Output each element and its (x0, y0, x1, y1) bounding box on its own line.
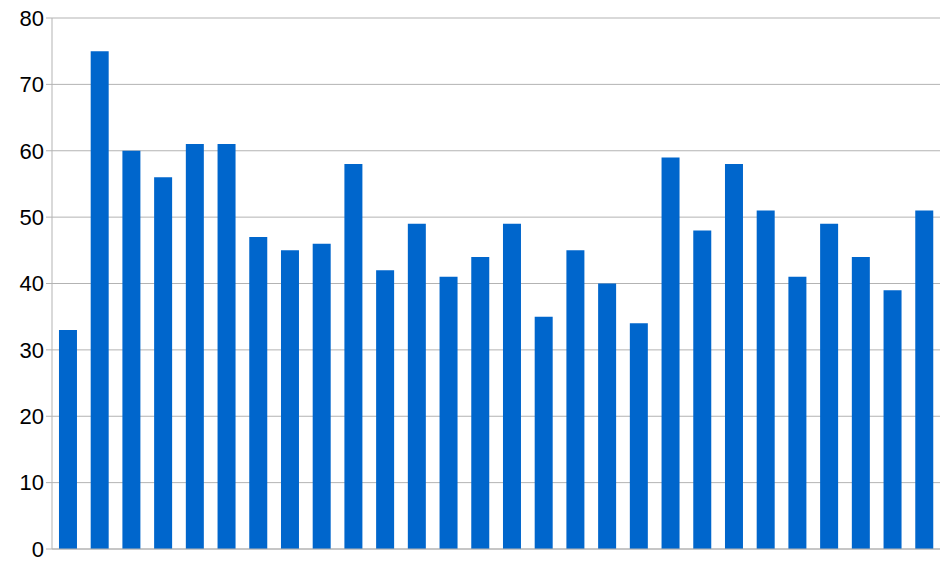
svg-text:30: 30 (20, 338, 44, 363)
svg-text:40: 40 (20, 271, 44, 296)
svg-text:70: 70 (20, 72, 44, 97)
svg-text:60: 60 (20, 139, 44, 164)
svg-text:10: 10 (20, 470, 44, 495)
svg-text:0: 0 (32, 537, 44, 562)
svg-text:80: 80 (20, 8, 44, 31)
svg-text:20: 20 (20, 404, 44, 429)
svg-text:50: 50 (20, 205, 44, 230)
